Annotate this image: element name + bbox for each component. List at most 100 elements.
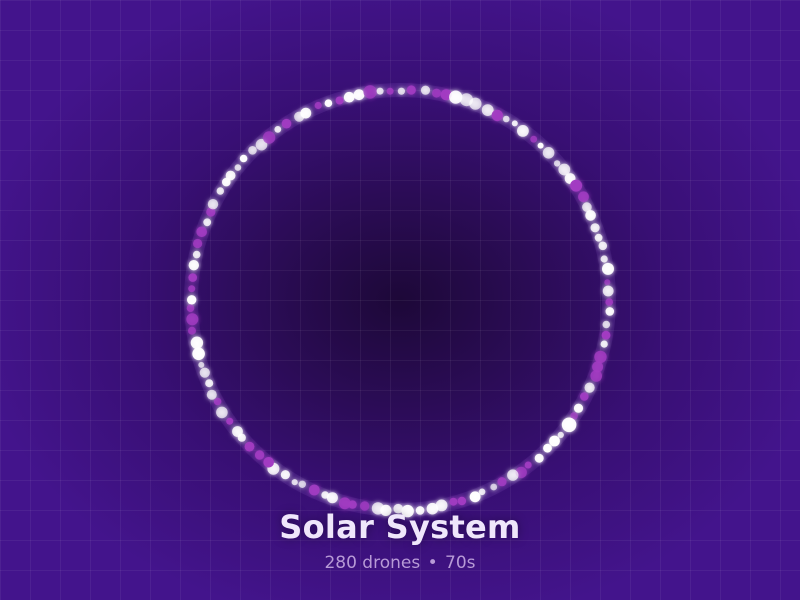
drone-light <box>401 504 414 518</box>
show-title: Solar System <box>279 508 521 546</box>
drone-light <box>193 238 203 249</box>
drone-light <box>605 307 615 316</box>
drone-light <box>187 295 197 305</box>
drone-light <box>188 326 196 335</box>
drone-light <box>590 370 602 382</box>
drone-light <box>598 241 608 251</box>
drone-light <box>490 483 498 491</box>
drone-light <box>300 107 312 119</box>
show-duration: 70s <box>445 553 476 573</box>
drone-light <box>274 125 282 133</box>
drone-light <box>262 131 276 144</box>
drone-light <box>188 260 199 271</box>
drone-light <box>192 347 205 361</box>
drone-light <box>324 99 333 107</box>
drone-light <box>186 313 199 326</box>
drone-light <box>530 135 538 143</box>
drone-light <box>203 218 212 227</box>
drone-light <box>196 226 207 238</box>
drone-light <box>254 450 265 460</box>
drone-light <box>188 285 196 293</box>
drone-light <box>386 87 394 95</box>
drone-light <box>376 87 384 95</box>
drone-light <box>449 90 463 104</box>
drone-light <box>602 285 614 297</box>
drone-light <box>497 477 507 487</box>
drone-light <box>207 199 219 210</box>
drone-light <box>393 503 404 514</box>
drone-light <box>192 250 201 259</box>
drone-light <box>222 177 231 187</box>
drone-light <box>244 441 255 452</box>
drone-light <box>449 497 458 506</box>
drone-light <box>440 89 452 101</box>
drone-light <box>517 124 529 137</box>
drone-light <box>232 426 243 437</box>
drone-light <box>580 392 589 401</box>
drone-light <box>248 146 257 155</box>
drone-light <box>602 262 614 275</box>
drone-light <box>308 484 320 496</box>
drone-light <box>188 273 197 282</box>
drone-light <box>335 96 344 105</box>
drone-light <box>537 142 544 149</box>
drone-light <box>600 255 608 263</box>
drone-light <box>524 461 532 469</box>
drone-light <box>314 101 322 110</box>
drone-light <box>507 469 519 481</box>
drones-layer <box>186 85 615 518</box>
drone-light <box>239 154 248 163</box>
drone-light <box>432 88 441 98</box>
drone-light <box>602 320 611 329</box>
drone-light <box>415 506 425 515</box>
drone-light <box>604 279 611 286</box>
drone-light <box>326 492 338 504</box>
drone-light <box>543 443 552 453</box>
drone-light <box>338 497 351 510</box>
show-meta: 280 drones • 70s <box>0 553 800 573</box>
drone-light <box>397 87 405 95</box>
drone-light <box>585 210 596 221</box>
drone-light <box>363 85 377 99</box>
drone-light <box>216 406 228 419</box>
drone-light <box>561 417 577 433</box>
drone-light <box>592 361 604 373</box>
drone-light <box>255 138 268 151</box>
drone-light <box>590 223 600 233</box>
drone-light <box>360 501 370 511</box>
drone-light <box>321 491 329 499</box>
drone-light <box>601 330 611 340</box>
drone-light <box>406 85 416 95</box>
drone-light <box>600 340 608 348</box>
drone-light <box>205 379 214 388</box>
drone-light <box>206 389 217 400</box>
drone-light <box>186 304 195 313</box>
drone-light <box>371 502 385 515</box>
drone-light <box>420 85 431 95</box>
drone-light <box>353 89 365 101</box>
drone-light <box>582 202 592 212</box>
drone-light <box>213 397 222 406</box>
drone-light <box>225 170 236 181</box>
drone-count: 280 drones <box>324 553 421 573</box>
drone-light <box>557 431 564 438</box>
drone-light <box>553 160 561 167</box>
drone-light <box>511 120 518 127</box>
drone-light <box>594 233 603 242</box>
drone-light <box>263 457 275 468</box>
drone-light <box>570 412 578 420</box>
drone-light <box>234 164 242 171</box>
drone-light <box>503 115 510 123</box>
drone-light <box>426 502 439 515</box>
drone-light <box>216 187 224 195</box>
drone-light <box>457 496 467 506</box>
drone-light <box>469 97 482 110</box>
drone-light <box>534 453 544 463</box>
drone-light <box>298 480 306 488</box>
drone-light <box>291 479 298 486</box>
drone-light <box>558 163 571 176</box>
drone-light <box>570 179 583 192</box>
